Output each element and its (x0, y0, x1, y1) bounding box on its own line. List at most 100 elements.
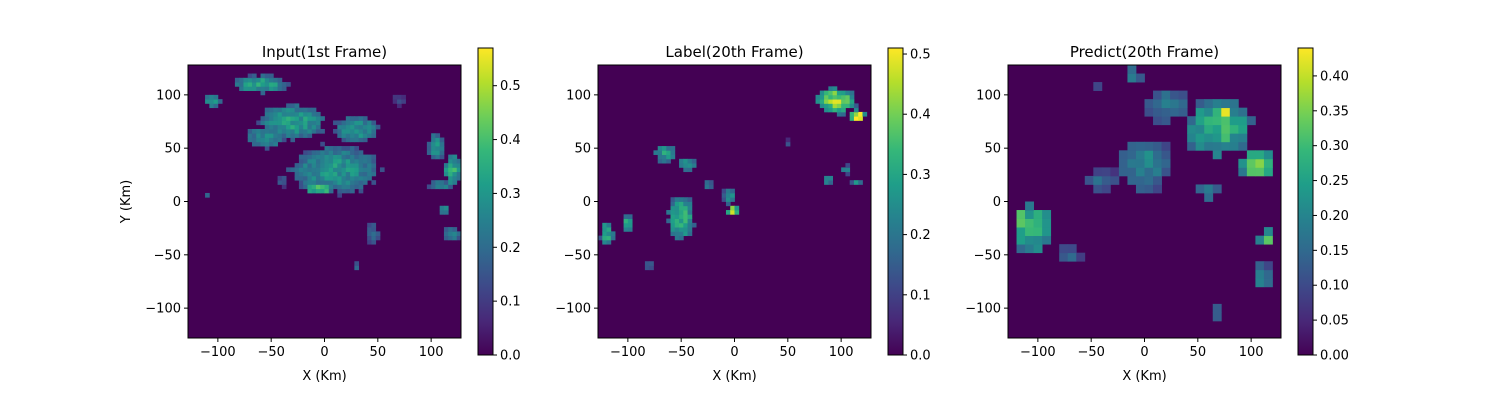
heatmap-cell (341, 154, 347, 160)
heatmap-cell (1135, 150, 1145, 160)
heatmap-cell (448, 167, 453, 173)
heatmap-cell (1144, 184, 1154, 194)
heatmap-cell (1033, 244, 1043, 254)
heatmap-cell (294, 128, 300, 134)
x-tick-label: 50 (780, 345, 797, 360)
heatmap-cell (333, 146, 338, 151)
heatmap-cell (315, 171, 321, 177)
heatmap-cell (824, 180, 829, 185)
heatmap-cell (1246, 116, 1256, 126)
heatmap-cell (623, 227, 629, 232)
heatmap-cell (345, 116, 351, 121)
heatmap-cell (1263, 167, 1273, 177)
heatmap-cell (350, 188, 355, 194)
heatmap-cell (1204, 184, 1214, 194)
heatmap-cell (362, 171, 368, 177)
heatmap-cell (333, 158, 338, 164)
heatmap-cell (845, 103, 851, 109)
heatmap-cell (683, 158, 688, 164)
heatmap-cell (431, 146, 436, 151)
heatmap-cell (311, 107, 317, 113)
heatmap-cell (358, 128, 364, 134)
heatmap-cell (337, 167, 342, 173)
heatmap-cell (1144, 141, 1154, 151)
colorbar-tick-label: 0.3 (910, 168, 931, 183)
heatmap-cell (234, 82, 240, 87)
heatmap-cell (320, 158, 325, 164)
heatmap-cell (354, 167, 360, 173)
heatmap-cell (273, 141, 278, 147)
heatmap-cell (1187, 124, 1197, 134)
heatmap-cell (653, 150, 659, 155)
heatmap-cell (371, 180, 377, 185)
heatmap-cell (213, 103, 219, 109)
heatmap-cell (1187, 133, 1197, 143)
heatmap-cell (832, 99, 838, 104)
heatmap-cell (328, 184, 334, 190)
colorbar-tick-label: 0.40 (1320, 69, 1349, 84)
heatmap-cell (205, 94, 210, 100)
heatmap-cell (836, 99, 842, 104)
heatmap-cell (354, 261, 360, 266)
heatmap-cell (1212, 107, 1222, 117)
heatmap-cell (1229, 141, 1239, 151)
heatmap-cell (358, 133, 364, 138)
heatmap-cell (367, 124, 372, 130)
heatmap-cell (303, 184, 308, 190)
heatmap-cell (371, 235, 377, 241)
heatmap-cell (679, 201, 684, 207)
heatmap-cell (315, 154, 321, 160)
heatmap-cell (217, 99, 223, 104)
heatmap-cell (277, 107, 283, 113)
heatmap-cell (367, 227, 372, 232)
heatmap-plot (188, 65, 462, 338)
heatmap-cell (448, 227, 453, 232)
heatmap-cell (298, 163, 304, 168)
heatmap-cell (333, 154, 338, 160)
heatmap-cell (269, 82, 274, 87)
x-tick-label: −50 (1077, 345, 1104, 360)
heatmap-cell (290, 167, 296, 173)
y-ticks: −100 −50 0 50 100 (555, 88, 598, 317)
heatmap-cell (315, 167, 321, 173)
heatmap-cell (260, 137, 266, 143)
heatmap-cell (350, 116, 355, 121)
heatmap-cell (345, 167, 351, 173)
heatmap-cell (243, 86, 249, 91)
heatmap-cell (371, 227, 377, 232)
heatmap-cell (350, 171, 355, 177)
x-tick-label: 0 (1140, 345, 1148, 360)
heatmap-cell (431, 133, 436, 138)
heatmap-cell (371, 158, 377, 164)
heatmap-cell (845, 171, 851, 177)
heatmap-cell (1033, 235, 1043, 245)
heatmap-cell (674, 235, 680, 241)
heatmap-cell (456, 167, 462, 173)
heatmap-cell (358, 180, 364, 185)
heatmap-cell (1016, 210, 1026, 219)
heatmap-cell (824, 103, 829, 109)
heatmap-cell (354, 180, 360, 185)
heatmap-cell (1187, 116, 1197, 126)
heatmap-cell (264, 124, 270, 130)
heatmap-cell (251, 82, 257, 87)
heatmap-cell (841, 107, 846, 113)
heatmap-cell (849, 103, 855, 109)
heatmap-cell (687, 201, 693, 207)
heatmap-cell (683, 214, 688, 219)
heatmap-cell (435, 141, 441, 147)
heatmap-cell (303, 128, 308, 134)
heatmap-cell (661, 146, 667, 151)
heatmap-cell (251, 133, 257, 138)
heatmap-cell (341, 171, 347, 177)
heatmap-cell (841, 167, 846, 173)
colorbar-tick-label: 0.0 (500, 349, 521, 364)
heatmap-cell (832, 86, 838, 91)
heatmap-cell (598, 235, 603, 241)
heatmap-cell (294, 124, 300, 130)
heatmap-cell (443, 205, 449, 211)
heatmap-cell (1101, 167, 1111, 177)
heatmap-cell (247, 137, 253, 143)
heatmap-cell (1212, 150, 1222, 160)
heatmap-cell (303, 107, 308, 113)
